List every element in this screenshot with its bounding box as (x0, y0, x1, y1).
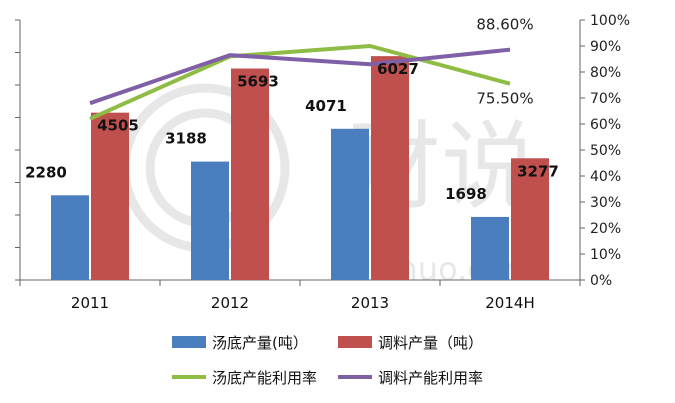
right-axis-tick-label: 100% (590, 13, 630, 29)
axes: 0% 10% 20% 30% 40% 50% 60% 70% 80% 90% 100% 2011 201… (15, 13, 630, 312)
bar-tiaoliao (91, 112, 129, 281)
line-series-2 (89, 44, 511, 121)
line-series-3 (89, 47, 511, 106)
bar-tiaoliao (231, 68, 269, 280)
bar-data-label: 4071 (305, 97, 347, 115)
bar-data-label: 6027 (377, 60, 419, 78)
legend-label: 汤底产能利用率 (212, 369, 317, 387)
bar-tangdi (471, 216, 509, 280)
line-data-label: 88.60% (476, 16, 533, 34)
legend-swatch (172, 336, 206, 348)
x-axis-tick-label: 2014H (485, 294, 534, 312)
data-labels: 2280 4505 3188 5693 4071 6027 1698 3277 75.50% 88… (25, 16, 559, 203)
bar-data-label: 5693 (237, 73, 279, 91)
right-axis-tick-label: 10% (590, 247, 621, 263)
bar-data-label: 4505 (97, 117, 139, 135)
lines (89, 44, 511, 121)
bar-tangdi (331, 128, 369, 280)
legend-label: 调料产量（吨） (378, 334, 483, 352)
right-axis-tick-label: 50% (590, 143, 621, 159)
bar-data-label: 3277 (517, 162, 559, 180)
right-axis-tick-label: 0% (590, 273, 612, 289)
right-axis-tick-label: 20% (590, 221, 621, 237)
right-axis-tick-label: 90% (590, 39, 621, 55)
bar-tiaoliao (371, 56, 409, 280)
legend: 汤底产量(吨） 调料产量（吨） 汤底产能利用率 调料产能利用率 (172, 334, 483, 387)
bar-data-label: 2280 (25, 163, 67, 181)
right-axis-tick-label: 30% (590, 195, 621, 211)
bar-data-label: 1698 (445, 185, 487, 203)
x-axis-tick-label: 2011 (71, 294, 109, 312)
right-axis-tick-label: 60% (590, 117, 621, 133)
legend-label: 汤底产量(吨） (212, 334, 308, 352)
x-axis-tick-label: 2013 (351, 294, 389, 312)
bar-tangdi (191, 161, 229, 280)
right-axis-tick-label: 70% (590, 91, 621, 107)
bars (51, 56, 549, 281)
right-axis-tick-label: 40% (590, 169, 621, 185)
right-axis-tick-label: 80% (590, 65, 621, 81)
bar-tangdi (51, 195, 89, 280)
x-axis-tick-label: 2012 (211, 294, 249, 312)
legend-swatch (338, 336, 372, 348)
bar-data-label: 3188 (165, 130, 207, 148)
bar-tiaoliao (511, 158, 549, 280)
line-data-label: 75.50% (476, 90, 533, 108)
legend-label: 调料产能利用率 (378, 369, 483, 387)
